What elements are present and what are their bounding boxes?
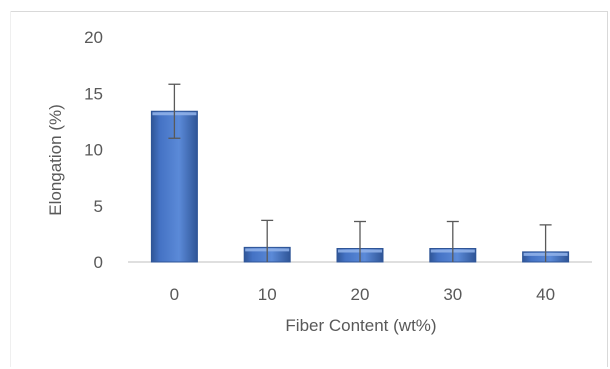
y-tick-label: 20 bbox=[84, 28, 103, 47]
y-tick-label: 15 bbox=[84, 84, 103, 103]
chart-frame bbox=[10, 11, 608, 367]
x-tick-label: 40 bbox=[536, 285, 555, 304]
x-tick-label: 30 bbox=[443, 285, 462, 304]
x-axis-tick-labels: 0 10 20 30 40 bbox=[170, 285, 555, 304]
y-axis-tick-labels: 0 5 10 15 20 bbox=[84, 28, 103, 272]
y-tick-label: 5 bbox=[94, 197, 103, 216]
x-tick-label: 0 bbox=[170, 285, 179, 304]
x-tick-label: 20 bbox=[351, 285, 370, 304]
x-tick-label: 10 bbox=[258, 285, 277, 304]
error-bars-group bbox=[168, 83, 552, 262]
chart-frame-left-edge bbox=[10, 11, 11, 367]
y-tick-label: 0 bbox=[94, 253, 103, 272]
x-axis-title: Fiber Content (wt%) bbox=[285, 316, 436, 335]
y-axis-title: Elongation (%) bbox=[46, 104, 65, 216]
y-tick-label: 10 bbox=[84, 141, 103, 160]
